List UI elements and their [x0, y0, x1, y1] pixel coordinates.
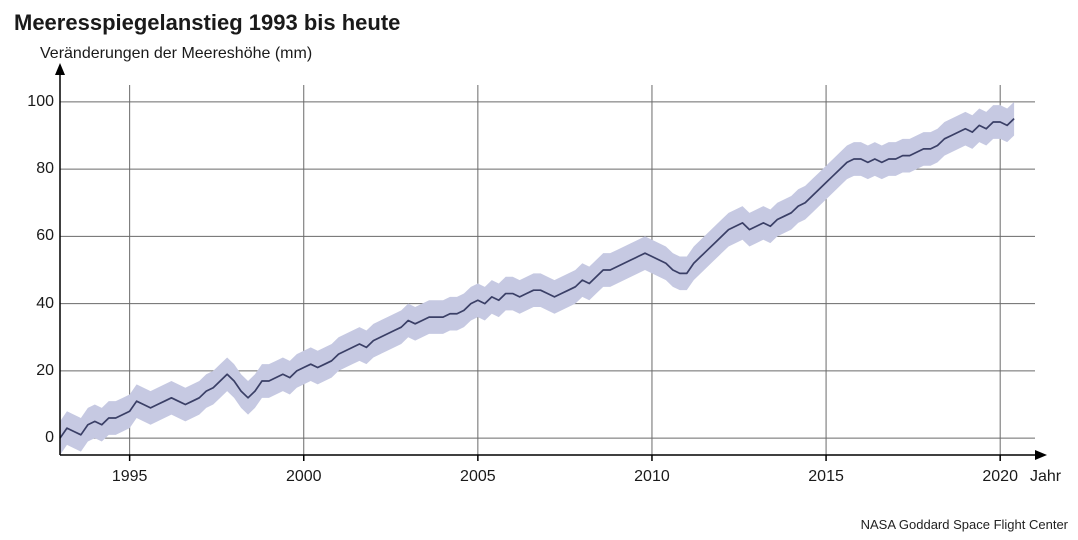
credit-text: NASA Goddard Space Flight Center — [861, 517, 1068, 532]
y-tick-label: 0 — [20, 429, 54, 447]
uncertainty-band — [60, 102, 1014, 455]
y-tick-label: 20 — [20, 362, 54, 380]
x-tick-label: 2000 — [286, 468, 322, 486]
x-tick-label: 1995 — [112, 468, 148, 486]
chart-svg — [30, 60, 1048, 500]
x-axis-arrow-icon — [1035, 450, 1047, 460]
chart-title: Meeresspiegelanstieg 1993 bis heute — [14, 10, 400, 36]
x-tick-label: 2005 — [460, 468, 496, 486]
chart-area: 020406080100199520002005201020152020Jahr — [30, 60, 1048, 500]
y-tick-label: 80 — [20, 160, 54, 178]
x-tick-label: 2020 — [982, 468, 1018, 486]
y-tick-label: 60 — [20, 227, 54, 245]
y-tick-label: 40 — [20, 295, 54, 313]
x-tick-label: 2015 — [808, 468, 844, 486]
sea-level-chart-container: Meeresspiegelanstieg 1993 bis heute Verä… — [0, 0, 1078, 540]
y-tick-label: 100 — [20, 93, 54, 111]
x-axis-label: Jahr — [1030, 468, 1040, 486]
x-tick-label: 2010 — [634, 468, 670, 486]
y-axis-arrow-icon — [55, 63, 65, 75]
